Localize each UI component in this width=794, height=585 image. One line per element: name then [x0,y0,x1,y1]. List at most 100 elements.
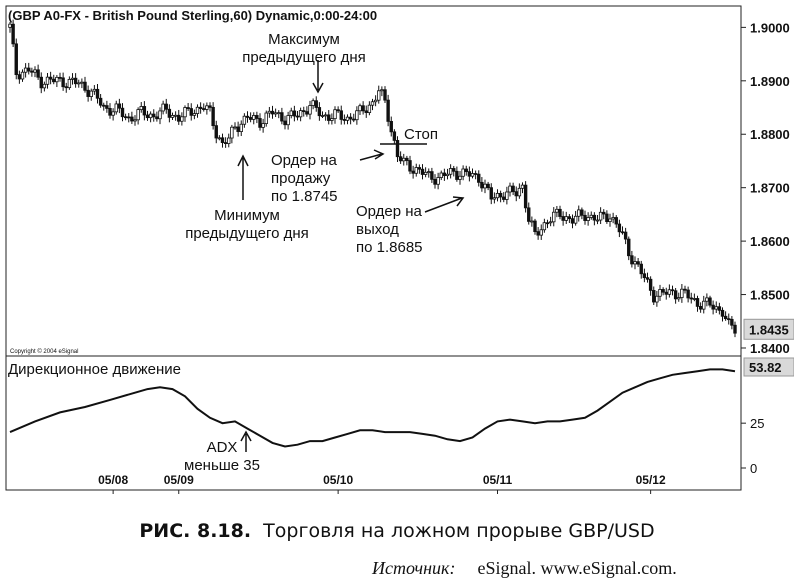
candle-body [573,215,578,224]
candle-body [567,216,572,220]
annotation-prev-high: Максимум предыдущего дня [242,31,366,66]
candle-body [705,297,709,302]
candle-body [345,116,350,121]
candle-body [708,297,712,306]
candle-body [155,116,159,120]
candle-body [683,288,687,291]
candle-body [480,181,484,189]
date-tick-label: 05/10 [323,473,353,487]
candle-body [508,185,512,193]
candle-body [108,108,112,116]
candle-body [339,110,343,120]
candle-body [327,114,331,121]
candle-body [205,105,209,110]
candle-body [220,137,225,143]
price-chart-title: (GBP A0-FX - British Pound Sterling,60) … [8,8,377,23]
candle-body [564,216,568,221]
candle-body [673,290,678,300]
candle-body [658,289,662,297]
candle-body [489,187,493,200]
figure-caption: РИС. 8.18. Торговля на ложном прорыве GB… [0,520,794,542]
candle-body [48,76,53,80]
candle-body [523,184,528,209]
candle-body [486,183,490,189]
candle-body [570,218,575,224]
candle-body [86,89,90,97]
candle-body [436,177,440,185]
candle-body [214,125,218,139]
candle-body [120,107,125,118]
candle-body [258,118,262,128]
candle-body [495,192,500,199]
candle-body [211,106,215,127]
candle-body [377,90,381,101]
annotation-exit-order: Ордер на выход по 1.8685 [356,203,423,256]
candle-body [492,197,497,200]
candle-body [405,157,409,161]
candle-body [664,291,668,295]
candle-body [680,288,684,298]
annotation-sell-order: Ордер на продажу по 1.8745 [271,152,338,205]
candle-body [702,300,706,310]
candle-body [223,142,228,145]
candle-body [136,109,140,121]
candle-body [698,306,703,310]
candle-body [70,77,75,80]
candle-body [667,289,672,295]
candle-body [61,77,65,88]
candle-body [730,318,734,326]
candle-body [298,110,303,118]
candle-body [317,107,322,117]
candle-body [458,175,462,180]
caption-number: РИС. 8.18. [139,520,252,542]
candle-body [14,43,18,76]
candle-body [239,123,243,132]
candle-body [52,78,56,83]
candle-body [352,118,356,121]
candle-body [602,211,606,215]
candle-body [152,113,156,118]
candle-body [305,111,309,115]
candle-body [498,192,503,198]
candle-body [595,219,600,222]
candle-body [642,273,647,279]
candle-body [55,76,59,83]
candle-body [11,23,15,45]
annotation-stop: Стоп [404,126,438,143]
price-tick-label: 1.8500 [750,288,790,303]
candle-body [448,168,453,175]
candle-body [277,112,281,115]
candle-body [733,324,737,334]
candle-body [461,168,465,177]
candle-body [398,156,403,162]
candle-body [255,115,259,119]
candle-body [267,110,272,114]
last-adx-box [743,357,794,377]
candle-body [645,277,650,280]
candle-body [723,315,728,320]
candle-body [314,100,318,108]
candle-body [517,187,522,197]
price-tick-label: 1.8700 [750,181,790,196]
candle-body [655,295,659,303]
candle-body [502,196,506,200]
candle-body [283,120,287,126]
candle-body [133,119,137,122]
price-tick-label: 1.8900 [750,74,790,89]
candle-body [198,106,203,109]
candle-body [464,168,468,173]
candle-body [592,214,597,221]
source-label: Источник: [372,558,456,578]
candle-body [727,318,731,321]
candle-body [527,207,531,222]
caption-text: Торговля на ложном прорыве GBP/USD [263,520,655,542]
candle-body [92,88,97,92]
candle-body [417,167,422,170]
candle-body [336,109,340,112]
candle-body [648,278,653,291]
candle-body [380,89,384,92]
candle-body [717,306,722,311]
candle-body [202,108,206,110]
candle-body [614,217,618,225]
candle-body [542,222,547,231]
